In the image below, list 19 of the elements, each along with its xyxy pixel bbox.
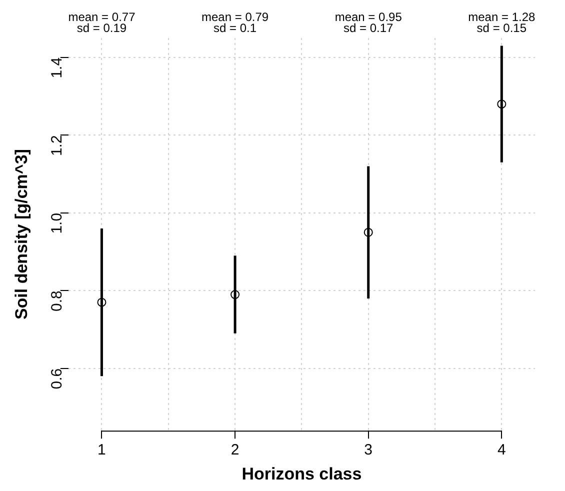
x-tick-label: 2 <box>230 442 240 459</box>
text: sd = 0.15 <box>476 21 527 35</box>
text: mean = 0.79 <box>202 10 269 24</box>
y-axis-title: Soil density [g/cm^3] <box>12 149 31 320</box>
x-tick-label: 3 <box>364 442 373 459</box>
x-tick-label: 4 <box>498 442 506 459</box>
x-tick-label: 1 <box>98 442 106 459</box>
y-tick-label: 0.6 <box>48 368 66 390</box>
y-tick-label: 1.2 <box>48 135 66 156</box>
text: sd = 0.19 <box>76 21 127 35</box>
text: mean = 0.77 <box>68 10 136 24</box>
text: mean = 1.28 <box>468 10 536 24</box>
y-tick-label: 1.4 <box>48 57 66 78</box>
text: sd = 0.1 <box>214 21 257 35</box>
y-tick-label: 1.0 <box>48 212 66 234</box>
text: sd = 0.17 <box>344 21 394 35</box>
text: mean = 0.95 <box>334 10 402 24</box>
x-axis-title: Horizons class <box>242 464 362 484</box>
y-tick-label: 0.8 <box>48 290 66 312</box>
